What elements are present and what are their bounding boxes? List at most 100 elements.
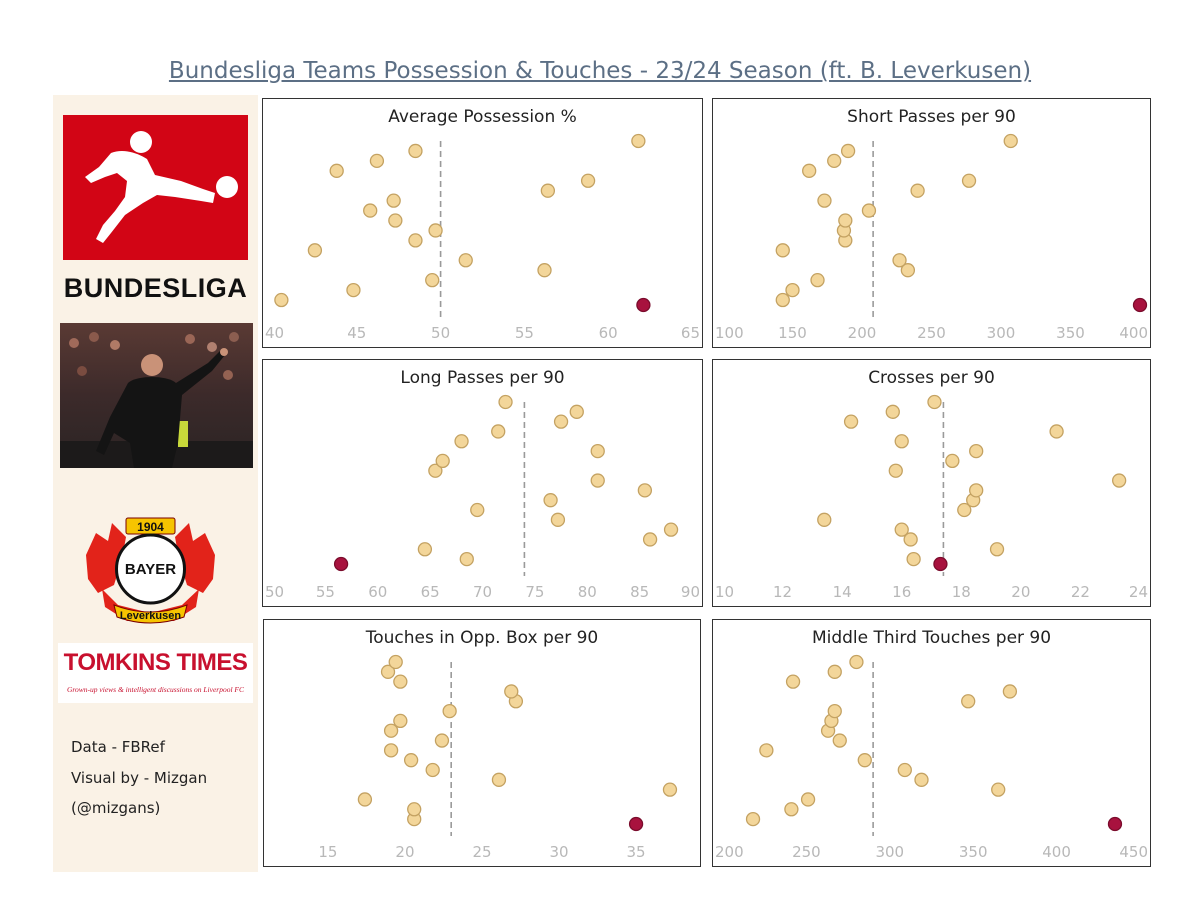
chart-plot: 15 20 25 30 35: [318, 654, 678, 861]
team-point: [543, 493, 558, 508]
x-tick-label: 450: [1119, 843, 1148, 861]
team-point: [491, 772, 507, 787]
x-tick-label: 50: [265, 583, 284, 601]
team-point: [642, 532, 658, 547]
team-point: [817, 512, 832, 527]
team-point: [840, 143, 856, 159]
x-tick-label: 35: [627, 843, 646, 861]
x-tick-label: 16: [892, 583, 911, 601]
team-point: [957, 502, 972, 518]
chart-panel-crosses: Crosses per 90 10 12 14 16 18 20 22 24: [712, 359, 1151, 607]
team-point: [504, 684, 519, 699]
x-tick-label: 70: [473, 583, 492, 601]
team-point: [897, 762, 912, 778]
coach-photo: [60, 323, 253, 468]
team-point: [428, 463, 443, 478]
svg-text:BAYER: BAYER: [125, 561, 176, 578]
bundesliga-wordmark: BUNDESLIGA: [63, 273, 248, 303]
team-point: [346, 282, 361, 298]
x-tick-label: 25: [472, 843, 491, 861]
team-point: [800, 792, 816, 807]
chart-plot: 100 150 200 250 300 350 400: [715, 133, 1148, 342]
team-point: [914, 772, 929, 787]
team-point: [900, 263, 916, 278]
team-point: [569, 404, 584, 419]
x-tick-label: 20: [1011, 583, 1030, 601]
chart-plot: 200 250 300 350 400 450: [715, 654, 1148, 861]
chart-panel-short-passes: Short Passes per 90 100 150 200 250 300 350 40…: [712, 98, 1151, 348]
team-point: [383, 743, 399, 758]
team-point: [849, 654, 864, 670]
chart-title: Short Passes per 90: [847, 107, 1016, 127]
team-point: [417, 542, 433, 557]
team-point: [454, 434, 469, 449]
team-point: [888, 463, 903, 478]
x-tick-label: 60: [368, 583, 387, 601]
team-point: [369, 153, 385, 169]
chart-panel-long-passes: Long Passes per 90 50 55 60 65 70 75 80 85 90: [262, 359, 703, 607]
team-point: [810, 273, 825, 288]
x-tick-label: 250: [917, 324, 946, 342]
x-tick-label: 300: [875, 843, 904, 861]
team-point: [817, 193, 832, 208]
team-point: [991, 782, 1006, 797]
credit-data-source: Data - FBRef: [71, 738, 165, 756]
team-point: [885, 404, 900, 419]
team-point: [590, 443, 605, 459]
team-point: [442, 703, 457, 719]
tomkins-times-name: TOMKINS TIMES: [63, 649, 248, 676]
team-point: [827, 703, 842, 719]
x-tick-label: 30: [549, 843, 568, 861]
team-point: [590, 473, 605, 488]
chart-panel-middle-third-touches: Middle Third Touches per 90 200 250 300 350…: [712, 619, 1151, 867]
x-tick-label: 250: [792, 843, 821, 861]
team-point: [775, 243, 790, 258]
team-point: [363, 203, 378, 218]
x-tick-label: 22: [1071, 583, 1090, 601]
leverkusen-point: [628, 816, 644, 832]
x-tick-label: 40: [265, 324, 284, 342]
team-point: [785, 674, 801, 689]
team-point: [1002, 684, 1018, 699]
chart-plot: 40 45 50 55 60 65: [265, 133, 700, 342]
team-point: [631, 133, 646, 149]
chart-plot: 10 12 14 16 18 20 22 24: [715, 394, 1148, 601]
team-point: [827, 664, 842, 679]
team-point: [759, 743, 774, 758]
svg-text:1904: 1904: [137, 520, 164, 534]
team-point: [498, 394, 513, 410]
team-point: [1003, 133, 1018, 149]
team-point: [388, 654, 403, 670]
bundesliga-logo: [63, 115, 248, 260]
leverkusen-point: [1132, 297, 1148, 313]
leverkusen-point: [636, 297, 651, 313]
x-tick-label: 12: [773, 583, 792, 601]
team-point: [380, 664, 396, 679]
team-point: [329, 163, 344, 178]
team-point: [961, 173, 977, 188]
team-point: [745, 811, 761, 827]
chart-title: Crosses per 90: [868, 368, 995, 388]
team-point: [307, 243, 323, 258]
credit-visual-by: Visual by - Mizgan: [71, 768, 208, 787]
team-point: [435, 453, 450, 469]
team-point: [393, 674, 408, 689]
team-point: [459, 551, 474, 567]
team-point: [775, 292, 790, 308]
team-point: [961, 694, 976, 709]
x-tick-label: 10: [715, 583, 734, 601]
team-point: [910, 183, 925, 198]
x-tick-label: 60: [599, 324, 618, 342]
team-point: [386, 193, 401, 208]
team-point: [357, 792, 373, 807]
bayer-leverkusen-crest: 1904 BAYER Leverkusen: [78, 515, 223, 625]
team-point: [894, 522, 909, 537]
team-point: [857, 753, 872, 768]
team-point: [458, 253, 473, 268]
x-tick-label: 14: [833, 583, 852, 601]
team-point: [637, 483, 653, 498]
chart-title: Middle Third Touches per 90: [811, 628, 1052, 648]
team-point: [540, 183, 556, 198]
team-point: [843, 414, 859, 429]
chart-title: Touches in Opp. Box per 90: [365, 628, 599, 648]
